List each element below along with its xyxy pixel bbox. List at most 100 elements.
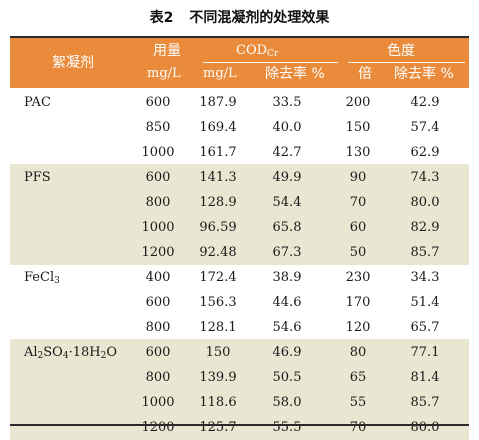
header-color-removal: 除去率 % — [394, 66, 454, 82]
group-shading — [10, 339, 469, 440]
dosage-cell: 600 — [145, 345, 171, 360]
header-cod-unit: mg/L — [203, 66, 237, 81]
color-removal-cell: 34.3 — [410, 270, 440, 285]
header-dosage-unit: mg/L — [147, 66, 181, 81]
cod-cell: 169.4 — [199, 120, 237, 135]
cod-cell: 187.9 — [199, 95, 237, 110]
flocculant-name: PFS — [24, 165, 51, 190]
color-cell: 200 — [345, 95, 371, 110]
color-removal-cell: 85.7 — [410, 395, 440, 410]
color-cell: 50 — [349, 245, 367, 260]
flocculant-name-part: O — [106, 345, 118, 360]
cod-removal-cell: 44.6 — [272, 295, 302, 310]
table-row: 1000 96.59 65.8 60 82.9 — [10, 215, 469, 240]
cod-cell: 150 — [205, 345, 231, 360]
table-caption: 不同混凝剂的处理效果 — [189, 10, 330, 26]
color-removal-cell: 42.9 — [410, 95, 440, 110]
dosage-cell: 600 — [145, 295, 171, 310]
cod-cell: 128.1 — [199, 320, 237, 335]
dosage-cell: 1200 — [141, 245, 175, 260]
cod-removal-cell: 40.0 — [272, 120, 302, 135]
flocculant-name-part: PAC — [24, 95, 51, 110]
color-cell: 65 — [349, 370, 367, 385]
color-cell: 230 — [345, 270, 371, 285]
color-removal-cell: 51.4 — [410, 295, 440, 310]
cod-cell: 139.9 — [199, 370, 237, 385]
table-row: 600 156.3 44.6 170 51.4 — [10, 290, 469, 315]
cod-removal-cell: 54.6 — [272, 320, 302, 335]
cod-cell: 118.6 — [199, 395, 237, 410]
table-row: 1000 161.7 42.7 130 62.9 — [10, 140, 469, 165]
table-title: 表2 不同混凝剂的处理效果 — [0, 6, 479, 30]
table-row: PAC 600 187.9 33.5 200 42.9 — [10, 90, 469, 115]
color-cell: 55 — [349, 395, 367, 410]
color-removal-cell: 80.0 — [410, 420, 440, 435]
color-cell: 130 — [345, 145, 371, 160]
color-cell: 120 — [345, 320, 371, 335]
color-removal-cell: 65.7 — [410, 320, 440, 335]
group-shading — [10, 164, 469, 265]
table-row: 800 128.9 54.4 70 80.0 — [10, 190, 469, 215]
header-color-unit: 倍 — [358, 66, 372, 82]
flocculant-name-part: 2 — [100, 351, 107, 361]
color-removal-cell: 81.4 — [410, 370, 440, 385]
color-cell: 60 — [349, 220, 367, 235]
header-cod-base: COD — [236, 43, 268, 58]
cod-removal-cell: 58.0 — [272, 395, 302, 410]
table-row: 1000 118.6 58.0 55 85.7 — [10, 390, 469, 415]
header-color: 色度 — [387, 43, 415, 59]
cod-removal-cell: 67.3 — [272, 245, 302, 260]
color-removal-cell: 62.9 — [410, 145, 440, 160]
cod-removal-cell: 55.5 — [272, 420, 302, 435]
header-dosage: 用量 — [153, 43, 181, 59]
cod-cell: 128.9 — [199, 195, 237, 210]
table-row: 1200 92.48 67.3 50 85.7 — [10, 240, 469, 265]
cod-cell: 96.59 — [199, 220, 237, 235]
color-cell: 170 — [345, 295, 371, 310]
table-row: Al2SO4·18H2O 600 150 46.9 80 77.1 — [10, 340, 469, 365]
cod-removal-cell: 46.9 — [272, 345, 302, 360]
cod-cell: 141.3 — [199, 170, 237, 185]
cod-removal-cell: 38.9 — [272, 270, 302, 285]
dosage-cell: 800 — [145, 195, 171, 210]
flocculant-name-part: 3 — [54, 276, 60, 286]
flocculant-name: PAC — [24, 90, 51, 115]
color-removal-cell: 85.7 — [410, 245, 440, 260]
cod-removal-cell: 54.4 — [272, 195, 302, 210]
header-cod-sub: Cr — [267, 49, 279, 59]
header-flocculant: 絮凝剂 — [52, 55, 94, 71]
table-row: 800 139.9 50.5 65 81.4 — [10, 365, 469, 390]
dosage-cell: 800 — [145, 370, 171, 385]
table-row: FeCl3 400 172.4 38.9 230 34.3 — [10, 265, 469, 290]
table-row: PFS 600 141.3 49.9 90 74.3 — [10, 165, 469, 190]
color-cell: 90 — [349, 170, 367, 185]
flocculant-name: FeCl3 — [24, 265, 60, 290]
cod-removal-cell: 49.9 — [272, 170, 302, 185]
table-row: 800 128.1 54.6 120 65.7 — [10, 315, 469, 340]
cod-removal-cell: 65.8 — [272, 220, 302, 235]
cod-cell: 172.4 — [199, 270, 237, 285]
color-cell: 80 — [349, 345, 367, 360]
cod-cell: 92.48 — [199, 245, 237, 260]
cod-cell: 156.3 — [199, 295, 237, 310]
color-group-rule — [348, 62, 465, 63]
dosage-cell: 850 — [145, 120, 171, 135]
dosage-cell: 1000 — [141, 395, 175, 410]
dosage-cell: 600 — [145, 95, 171, 110]
flocculant-name-part: FeCl — [24, 270, 55, 285]
color-cell: 70 — [349, 195, 367, 210]
dosage-cell: 600 — [145, 170, 171, 185]
color-removal-cell: 82.9 — [410, 220, 440, 235]
cod-removal-cell: 50.5 — [272, 370, 302, 385]
cod-removal-cell: 42.7 — [272, 145, 302, 160]
flocculant-name: Al2SO4·18H2O — [24, 340, 117, 365]
color-cell: 70 — [349, 420, 367, 435]
table-header: 絮凝剂 用量 mg/L CODCr mg/L 除去率 % 色度 倍 除去率 % — [10, 38, 469, 88]
color-removal-cell: 74.3 — [410, 170, 440, 185]
header-cod: CODCr — [236, 42, 278, 60]
flocculant-name-part: SO — [43, 345, 63, 360]
dosage-cell: 1000 — [141, 145, 175, 160]
header-cod-removal: 除去率 % — [265, 66, 325, 82]
cod-cell: 125.7 — [199, 420, 237, 435]
table-number: 表2 — [149, 10, 174, 26]
